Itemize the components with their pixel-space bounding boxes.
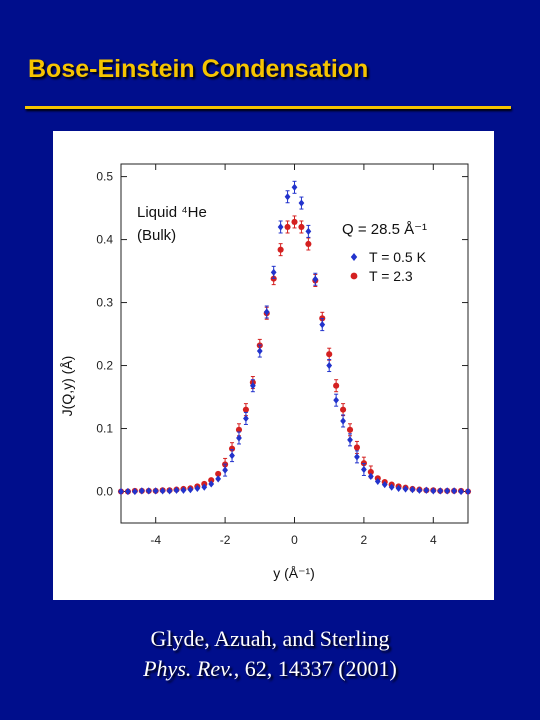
data-point [159,487,166,495]
y-tick-label: 0.3 [96,296,113,310]
data-point [284,193,291,201]
data-point [208,480,215,488]
data-point [291,183,298,191]
data-point [465,487,471,496]
data-point [270,268,277,276]
data-point [194,484,201,492]
data-point [291,218,298,226]
data-point [458,487,464,496]
data-point [388,483,395,491]
q-label: Q = 28.5 Å⁻¹ [342,221,427,238]
data-point [243,414,249,423]
x-tick-label: 2 [361,533,368,547]
data-point [180,486,187,494]
data-point [416,486,423,494]
data-point [326,351,333,358]
data-point [340,417,346,425]
data-point [305,240,312,248]
data-point [236,434,242,442]
data-point [319,321,326,329]
data-point [333,396,340,404]
data-point [138,487,145,495]
data-point [346,426,354,433]
legend-marker-warm [350,272,358,280]
data-point [326,361,333,370]
data-point [229,452,235,460]
data-point [242,406,249,413]
data-point [409,486,416,494]
annotation-line2: (Bulk) [137,227,176,244]
citation-authors: Glyde, Azuah, and Sterling [150,626,390,651]
citation-details: , 62, 14337 (2001) [233,656,397,681]
data-point [132,487,138,496]
data-point [277,246,284,253]
data-point [423,486,430,494]
data-point [437,487,444,495]
y-tick-label: 0.4 [96,233,113,247]
data-point [298,223,305,231]
x-tick-label: 4 [430,533,437,547]
citation-reference: Phys. Rev., 62, 14337 (2001) [0,656,540,682]
data-point [305,227,312,235]
data-point [145,487,152,495]
data-point [367,468,374,476]
data-point [173,486,180,494]
y-tick-label: 0.2 [96,359,113,373]
data-point [347,436,353,444]
data-point [374,477,381,486]
data-point [284,223,291,231]
legend-marker-cold [350,253,358,261]
data-point [208,477,215,484]
chart-figure: -4 -2 0 2 4 0.0 0.1 0.2 0.3 0.4 0.5 Liquid ⁴He (Bu… [53,131,494,600]
data-point [125,487,131,496]
data-point [444,487,451,495]
y-tick-label: 0.5 [96,170,113,184]
x-tick-label: -4 [150,533,161,547]
data-point [249,382,256,390]
annotation-line1: Liquid ⁴He [137,204,207,221]
series-cold [118,180,471,496]
data-point [152,487,159,495]
title-underline [25,106,511,109]
data-point [367,472,374,480]
data-point [222,466,228,474]
data-point [166,487,173,495]
slide-title: Bose-Einstein Condensation [28,55,369,83]
data-point [235,426,243,433]
citation-journal: Phys. Rev. [143,656,234,681]
data-point [361,465,367,474]
data-point [333,382,340,389]
data-point [340,406,347,413]
data-point [353,444,361,451]
data-point [402,485,409,493]
data-point [451,487,457,495]
data-point [201,483,208,491]
data-point [395,484,402,492]
data-point [228,445,236,452]
data-point [256,347,263,355]
legend-label-warm: T = 2.3 [369,268,413,284]
data-point [187,486,194,494]
data-point [381,480,388,489]
x-axis-label: y (Å⁻¹) [273,565,315,581]
legend-label-cold: T = 0.5 K [369,249,427,265]
chart-svg: -4 -2 0 2 4 0.0 0.1 0.2 0.3 0.4 0.5 Liquid ⁴He (Bu… [59,163,472,581]
x-tick-label: -2 [220,533,231,547]
data-point [118,487,124,496]
y-tick-label: 0.0 [96,485,113,499]
data-point [277,223,284,231]
data-point [354,453,360,461]
y-tick-label: 0.1 [96,422,113,436]
data-point [430,487,437,495]
x-tick-label: 0 [291,533,298,547]
data-point [215,475,222,483]
data-point [298,199,305,207]
y-axis-label: J(Q,y) (Å) [59,356,75,417]
data-point [263,308,270,316]
data-point [215,470,222,477]
